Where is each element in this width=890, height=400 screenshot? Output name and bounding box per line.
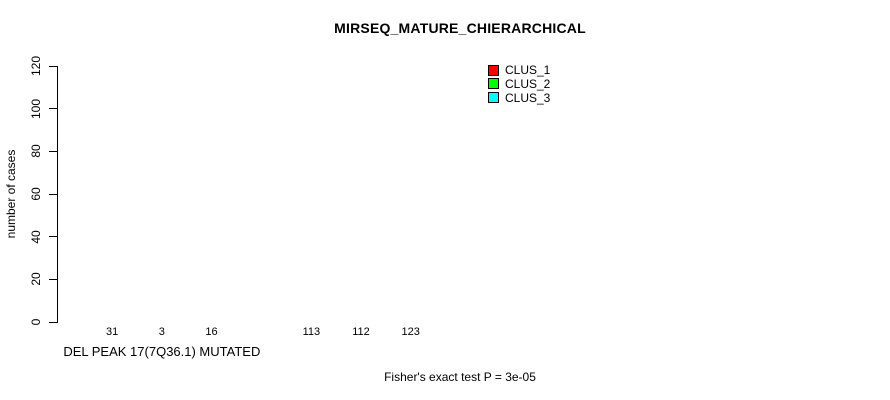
legend-item-clus_3: CLUS_3 (488, 91, 550, 105)
y-tick-label: 60 (29, 187, 43, 201)
bar-value-label: 123 (401, 326, 420, 338)
y-tick-mark (49, 108, 58, 110)
y-tick-label: 120 (29, 55, 43, 77)
bar-value-label: 113 (302, 326, 321, 338)
y-tick-label: 20 (29, 272, 43, 287)
y-tick-label: 0 (29, 318, 43, 326)
bar-value-label: 112 (352, 326, 370, 338)
y-tick-mark (49, 193, 58, 195)
x-category-label: DEL PEAK 17(7Q36.1) MUTATED (63, 344, 261, 359)
y-tick-mark (49, 65, 58, 67)
y-axis-label: number of cases (4, 149, 18, 239)
bar-value-label: 31 (106, 326, 119, 338)
y-axis-line (57, 66, 58, 323)
legend-item-clus_2: CLUS_2 (488, 77, 550, 91)
chart-title: MIRSEQ_MATURE_CHIERARCHICAL (334, 20, 586, 36)
y-tick-mark (49, 278, 58, 280)
legend-label: CLUS_3 (505, 90, 551, 105)
y-tick-label: 40 (29, 229, 43, 244)
bar-value-label: 3 (158, 326, 165, 338)
bar-value-label: 16 (205, 326, 218, 338)
legend-swatch-clus_3 (488, 92, 499, 104)
legend-label: CLUS_1 (505, 63, 551, 77)
y-tick-label: 80 (29, 144, 43, 159)
y-tick-mark (49, 150, 58, 152)
legend-swatch-clus_1 (488, 64, 499, 76)
y-tick-mark (49, 321, 58, 323)
legend-swatch-clus_2 (488, 78, 499, 90)
legend-item-clus_1: CLUS_1 (488, 63, 550, 77)
legend-label: CLUS_2 (505, 76, 551, 91)
stat-test-annotation: Fisher's exact test P = 3e-05 (384, 370, 536, 384)
y-tick-mark (49, 236, 58, 238)
y-tick-label: 100 (29, 98, 43, 119)
